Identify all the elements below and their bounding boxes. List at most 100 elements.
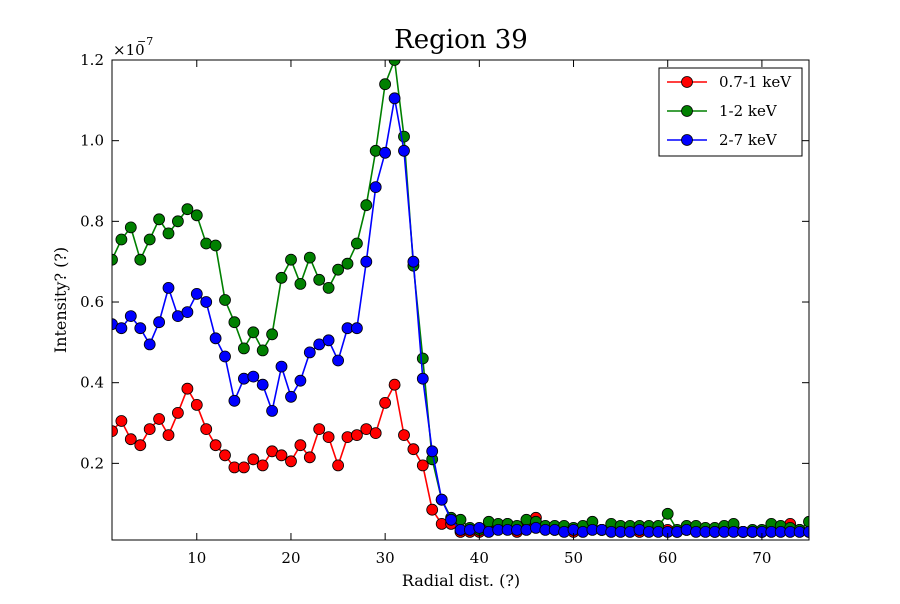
data-point [171, 215, 184, 228]
data-point [266, 328, 279, 341]
data-point [426, 503, 439, 516]
data-point [398, 144, 410, 157]
data-point [520, 524, 533, 536]
data-point [237, 461, 250, 474]
data-point [313, 423, 326, 436]
data-point [275, 449, 288, 462]
data-point [209, 332, 222, 345]
data-point [200, 423, 213, 436]
data-point [388, 60, 401, 66]
data-point [275, 360, 288, 373]
data-point [322, 281, 335, 294]
data-point [112, 253, 118, 266]
data-point [803, 515, 809, 528]
y-tick-label: 1.0 [80, 132, 104, 150]
data-point [577, 526, 589, 538]
legend-marker [681, 105, 693, 117]
data-point [661, 507, 674, 520]
data-point [124, 433, 137, 446]
data-point [285, 253, 297, 266]
series-line [112, 382, 809, 533]
data-point [171, 406, 184, 419]
x-tick-label: 20 [281, 549, 300, 567]
legend-label: 1-2 keV [719, 102, 778, 120]
data-point [303, 451, 316, 464]
data-point [624, 526, 636, 538]
data-point [388, 378, 401, 391]
data-point [322, 431, 335, 444]
data-point [209, 239, 222, 252]
data-point [112, 425, 118, 437]
y-scale-exponent: −7 [137, 35, 153, 48]
data-point [143, 233, 156, 246]
data-point [360, 255, 373, 268]
data-point [190, 398, 203, 411]
data-point [190, 209, 203, 222]
data-point [416, 352, 429, 365]
data-point [162, 281, 175, 294]
y-tick-label: 0.4 [80, 374, 104, 392]
data-point [520, 513, 533, 526]
data-point [219, 294, 231, 306]
data-point [124, 310, 137, 323]
data-point [350, 429, 363, 442]
y-tick-label: 1.2 [80, 51, 104, 69]
data-point [153, 413, 166, 425]
plot-frame [111, 59, 810, 541]
data-point [379, 396, 392, 409]
legend: 0.7-1 keV 1-2 keV 2-7 keV [658, 67, 803, 157]
data-point [134, 322, 147, 335]
data-point [332, 354, 345, 367]
data-point [247, 370, 260, 383]
data-point [369, 427, 382, 440]
data-point [200, 296, 213, 308]
chart-title: Region 39 [394, 25, 528, 55]
data-point [294, 277, 307, 290]
data-point [256, 378, 269, 391]
y-tick-label: 0.8 [80, 212, 104, 230]
data-point [303, 251, 316, 264]
data-point [134, 253, 147, 266]
data-point [407, 443, 420, 456]
data-point [313, 273, 326, 286]
legend-marker [681, 76, 693, 88]
data-point [181, 306, 194, 319]
data-point [266, 404, 279, 417]
x-axis-label: Radial dist. (?) [402, 571, 520, 590]
data-point [115, 233, 128, 246]
data-point [275, 271, 288, 284]
series-line [112, 98, 809, 533]
data-point [115, 322, 128, 335]
data-point [388, 92, 401, 105]
y-axis-label: Intensity? (?) [51, 247, 70, 353]
x-tick-label: 10 [187, 549, 206, 567]
data-point [303, 346, 316, 359]
data-point [332, 263, 345, 276]
data-point [143, 338, 156, 351]
data-point [407, 255, 420, 268]
series-0-7-1-kev [112, 378, 809, 538]
y-scale-base: ×10 [113, 41, 145, 59]
data-point [153, 316, 166, 329]
y-tick-label: 0.6 [80, 293, 104, 311]
data-point [162, 227, 175, 240]
data-point [369, 181, 382, 194]
data-point [671, 526, 683, 538]
legend-label: 0.7-1 keV [719, 73, 792, 91]
data-point [115, 415, 128, 427]
data-point [803, 526, 809, 538]
data-point [181, 382, 194, 395]
data-point [256, 344, 269, 357]
data-point [285, 390, 297, 403]
y-tick-label: 0.2 [80, 454, 104, 472]
data-point [379, 146, 392, 159]
legend-label: 2-7 keV [719, 131, 778, 149]
data-point [219, 449, 231, 462]
x-tick-label: 70 [752, 549, 771, 567]
data-point [247, 453, 260, 466]
data-point [256, 459, 269, 472]
data-point [190, 287, 203, 300]
data-point [398, 429, 410, 442]
